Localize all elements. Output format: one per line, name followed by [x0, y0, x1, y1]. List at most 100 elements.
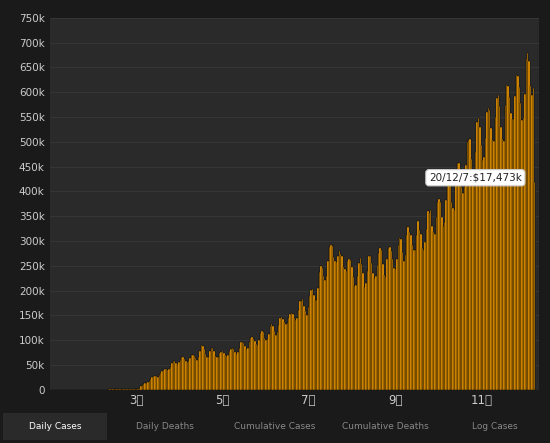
Bar [135, 389, 136, 390]
Bar [427, 211, 428, 390]
Bar [398, 245, 399, 390]
Bar [460, 170, 461, 390]
Text: Daily Deaths: Daily Deaths [136, 422, 194, 431]
Bar [350, 260, 351, 390]
Bar [198, 358, 199, 390]
Bar [478, 117, 479, 390]
Bar [513, 119, 514, 390]
Bar [260, 333, 261, 390]
Bar [178, 362, 180, 390]
Bar [367, 271, 368, 390]
Bar [316, 300, 317, 390]
Bar [499, 106, 500, 390]
Bar [395, 269, 396, 390]
Bar [334, 261, 336, 390]
Bar [433, 232, 434, 390]
Bar [177, 364, 178, 390]
Bar [482, 160, 483, 390]
Bar [274, 331, 275, 390]
Bar [399, 238, 400, 390]
Bar [167, 369, 168, 390]
Bar [362, 272, 364, 390]
Bar [129, 389, 130, 390]
Bar [458, 163, 460, 390]
Bar [519, 87, 520, 390]
Bar [360, 258, 361, 390]
Bar [353, 277, 354, 390]
Bar [342, 256, 343, 390]
Bar [188, 361, 189, 390]
Bar [294, 318, 295, 390]
Bar [304, 307, 305, 390]
Bar [500, 127, 502, 390]
Bar [503, 140, 504, 390]
Bar [390, 251, 392, 390]
Bar [492, 140, 493, 390]
Bar [524, 94, 526, 390]
Bar [409, 232, 410, 390]
Bar [163, 370, 164, 390]
Bar [448, 176, 450, 390]
Bar [277, 332, 278, 390]
Bar [209, 351, 211, 390]
Bar [243, 342, 244, 390]
Bar [430, 210, 431, 390]
Bar [496, 98, 498, 390]
Bar [421, 248, 423, 390]
Bar [466, 142, 468, 390]
Bar [301, 301, 302, 390]
Bar [379, 248, 381, 390]
Bar [146, 383, 147, 390]
Bar [237, 352, 239, 390]
Bar [254, 341, 256, 390]
Bar [164, 369, 166, 390]
FancyBboxPatch shape [3, 413, 107, 439]
Text: Cumulative Deaths: Cumulative Deaths [342, 422, 428, 431]
Bar [233, 349, 234, 390]
Bar [189, 358, 191, 390]
Bar [483, 156, 485, 390]
Bar [123, 389, 125, 390]
Bar [122, 389, 123, 390]
Bar [219, 354, 221, 390]
Bar [184, 358, 185, 390]
Bar [392, 259, 393, 390]
Bar [491, 128, 492, 390]
Bar [489, 110, 491, 390]
Bar [472, 174, 474, 390]
Bar [396, 259, 398, 390]
Bar [446, 200, 447, 390]
Bar [119, 389, 120, 390]
Bar [377, 265, 378, 390]
Bar [333, 257, 334, 390]
Bar [469, 139, 471, 390]
Bar [320, 266, 322, 390]
Bar [502, 139, 503, 390]
Bar [256, 344, 257, 390]
Bar [428, 214, 430, 390]
Bar [372, 273, 373, 390]
Bar [258, 340, 260, 390]
Bar [327, 261, 329, 390]
Bar [523, 118, 524, 390]
Bar [170, 367, 171, 390]
Bar [215, 356, 216, 390]
Bar [417, 221, 419, 390]
Bar [212, 348, 213, 390]
Bar [218, 358, 219, 390]
Bar [156, 376, 157, 390]
Bar [126, 389, 128, 390]
Bar [244, 346, 246, 390]
Bar [115, 389, 116, 390]
Bar [224, 355, 226, 390]
Bar [440, 202, 441, 390]
Bar [471, 159, 472, 390]
Bar [520, 103, 521, 390]
Bar [420, 234, 421, 390]
Bar [351, 267, 353, 390]
Bar [348, 259, 350, 390]
Bar [168, 369, 170, 390]
Bar [257, 345, 258, 390]
Bar [143, 384, 145, 390]
Bar [412, 245, 413, 390]
